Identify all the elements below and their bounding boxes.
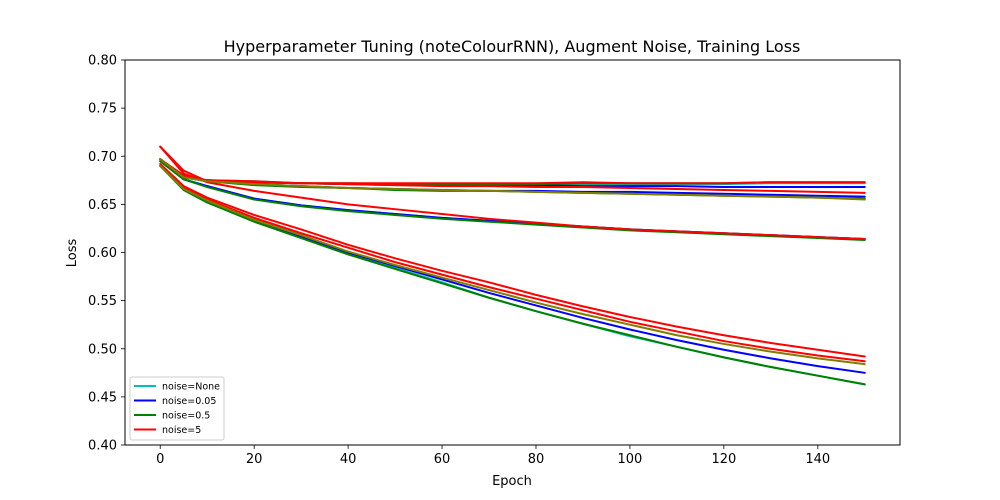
x-tick-label: 40 <box>340 452 357 467</box>
y-axis-label: Loss <box>65 239 80 268</box>
x-tick-label: 120 <box>711 452 736 467</box>
chart-title: Hyperparameter Tuning (noteColourRNN), A… <box>224 37 801 56</box>
y-tick-label: 0.65 <box>88 198 117 213</box>
series-line-5-run-2 <box>159 158 866 201</box>
series-layer <box>159 145 866 386</box>
y-tick-label: 0.55 <box>88 294 117 309</box>
series-line-4-run-3 <box>159 145 866 241</box>
axes-background <box>125 60 900 445</box>
y-tick-label: 0.40 <box>88 439 117 454</box>
plot-area <box>124 59 901 446</box>
x-axis: 0 20 40 60 80 100 120 140 <box>156 445 830 467</box>
y-tick-label: 0.50 <box>88 342 117 357</box>
x-tick-label: 60 <box>434 452 451 467</box>
x-tick-label: 80 <box>528 452 545 467</box>
legend-label: noise=0.05 <box>162 396 216 407</box>
x-tick-label: 20 <box>246 452 263 467</box>
legend-label: noise=5 <box>162 425 201 436</box>
legend-frame <box>129 376 225 441</box>
series-line-4-run-5 <box>159 162 866 358</box>
x-tick-label: 100 <box>618 452 643 467</box>
x-tick-label: 0 <box>156 452 164 467</box>
y-tick-label: 0.60 <box>88 246 117 261</box>
legend: noise=None noise=0.05 noise=0.5 noise=5 <box>129 376 225 441</box>
y-tick-label: 0.45 <box>88 390 117 405</box>
series-line-4-run-2 <box>159 145 866 194</box>
x-tick-label: 140 <box>805 452 830 467</box>
series-line-5-run-1 <box>159 164 866 366</box>
y-tick-label: 0.70 <box>88 150 117 165</box>
x-axis-label: Epoch <box>492 474 532 489</box>
y-tick-label: 0.80 <box>88 54 117 69</box>
y-axis: 0.40 0.45 0.50 0.55 0.60 0.65 0.70 0.75 0.80 <box>88 54 125 454</box>
legend-label: noise=None <box>162 382 220 393</box>
series-line-4-run-4 <box>159 164 866 363</box>
legend-label: noise=0.5 <box>162 411 210 422</box>
series-line-3-run-2 <box>159 164 866 386</box>
y-tick-label: 0.75 <box>88 102 117 117</box>
